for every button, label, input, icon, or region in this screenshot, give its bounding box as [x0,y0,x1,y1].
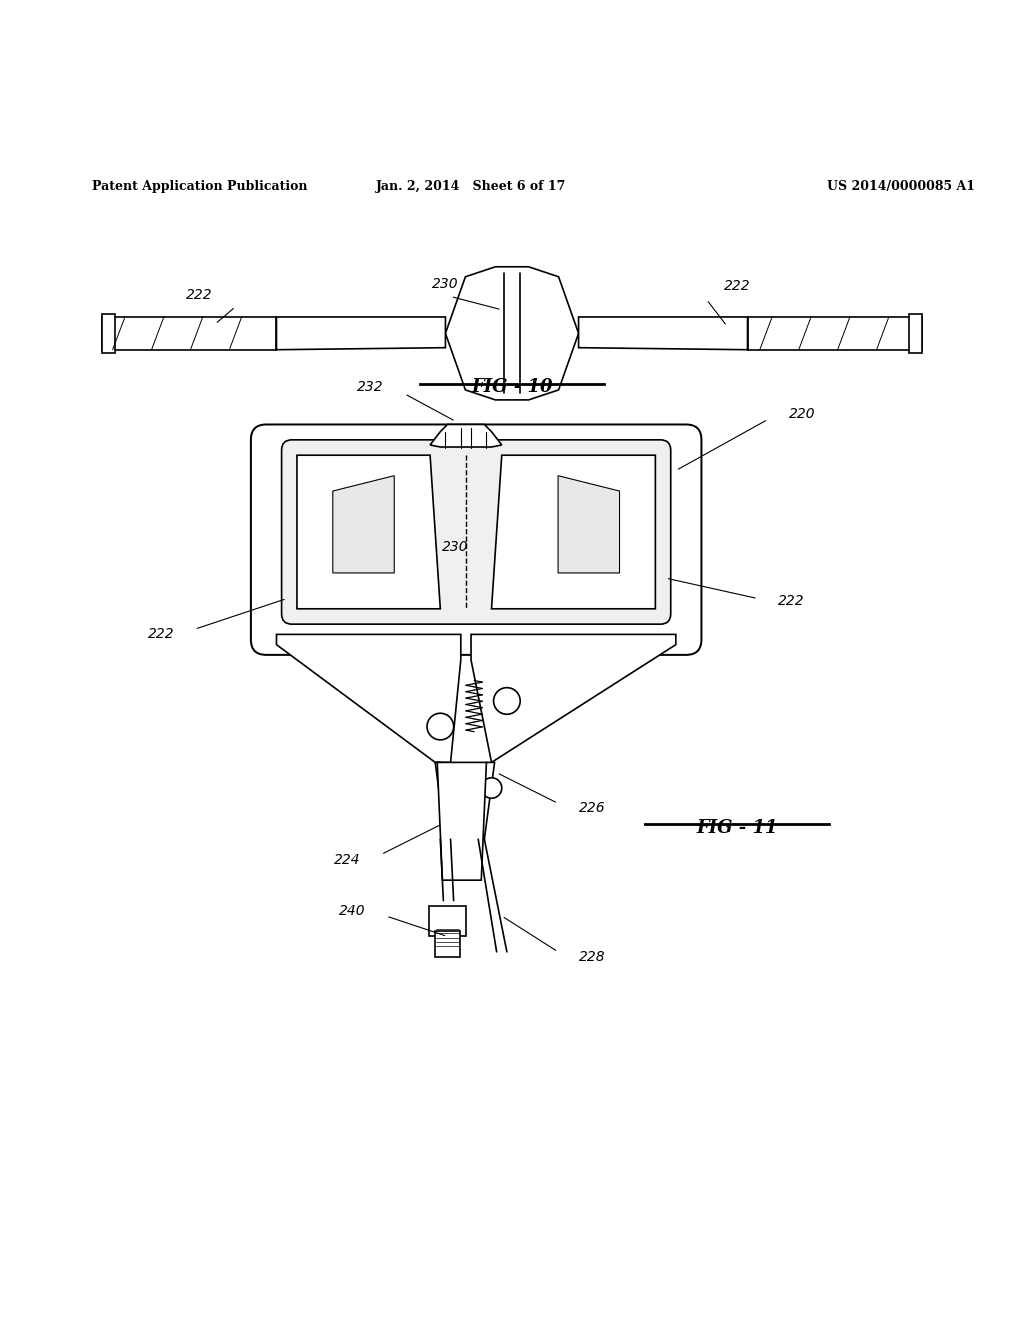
Polygon shape [437,763,486,880]
Text: 222: 222 [778,594,805,607]
Text: 224: 224 [334,853,360,867]
Circle shape [481,777,502,799]
Text: 222: 222 [147,627,174,642]
Text: 230: 230 [442,540,469,554]
Polygon shape [558,475,620,573]
Text: Patent Application Publication: Patent Application Publication [92,181,307,194]
Bar [435,932,460,957]
Text: 220: 220 [788,408,815,421]
Polygon shape [492,455,655,609]
Bar [429,906,466,936]
Polygon shape [478,763,495,840]
Circle shape [427,713,454,741]
Bar [102,317,276,350]
FancyBboxPatch shape [251,425,701,655]
Text: 240: 240 [339,904,366,917]
Text: Jan. 2, 2014   Sheet 6 of 17: Jan. 2, 2014 Sheet 6 of 17 [376,181,566,194]
Text: FIG - 10: FIG - 10 [471,379,553,396]
FancyBboxPatch shape [282,440,671,624]
Polygon shape [276,317,445,350]
Polygon shape [430,425,502,447]
Polygon shape [297,455,440,609]
Text: US 2014/0000085 A1: US 2014/0000085 A1 [827,181,975,194]
Polygon shape [435,763,451,840]
Polygon shape [579,317,748,350]
Text: 222: 222 [186,288,213,301]
Circle shape [494,688,520,714]
Text: 232: 232 [357,380,384,393]
Bar [102,314,115,352]
Bar [748,317,922,350]
Text: 226: 226 [579,801,605,816]
Text: FIG - 11: FIG - 11 [696,818,778,837]
Text: 222: 222 [724,280,751,293]
Text: 228: 228 [579,950,605,964]
Polygon shape [333,475,394,573]
Bar [909,314,922,352]
Text: 230: 230 [432,277,459,292]
Polygon shape [471,635,676,763]
Polygon shape [445,267,579,400]
Polygon shape [276,635,461,763]
